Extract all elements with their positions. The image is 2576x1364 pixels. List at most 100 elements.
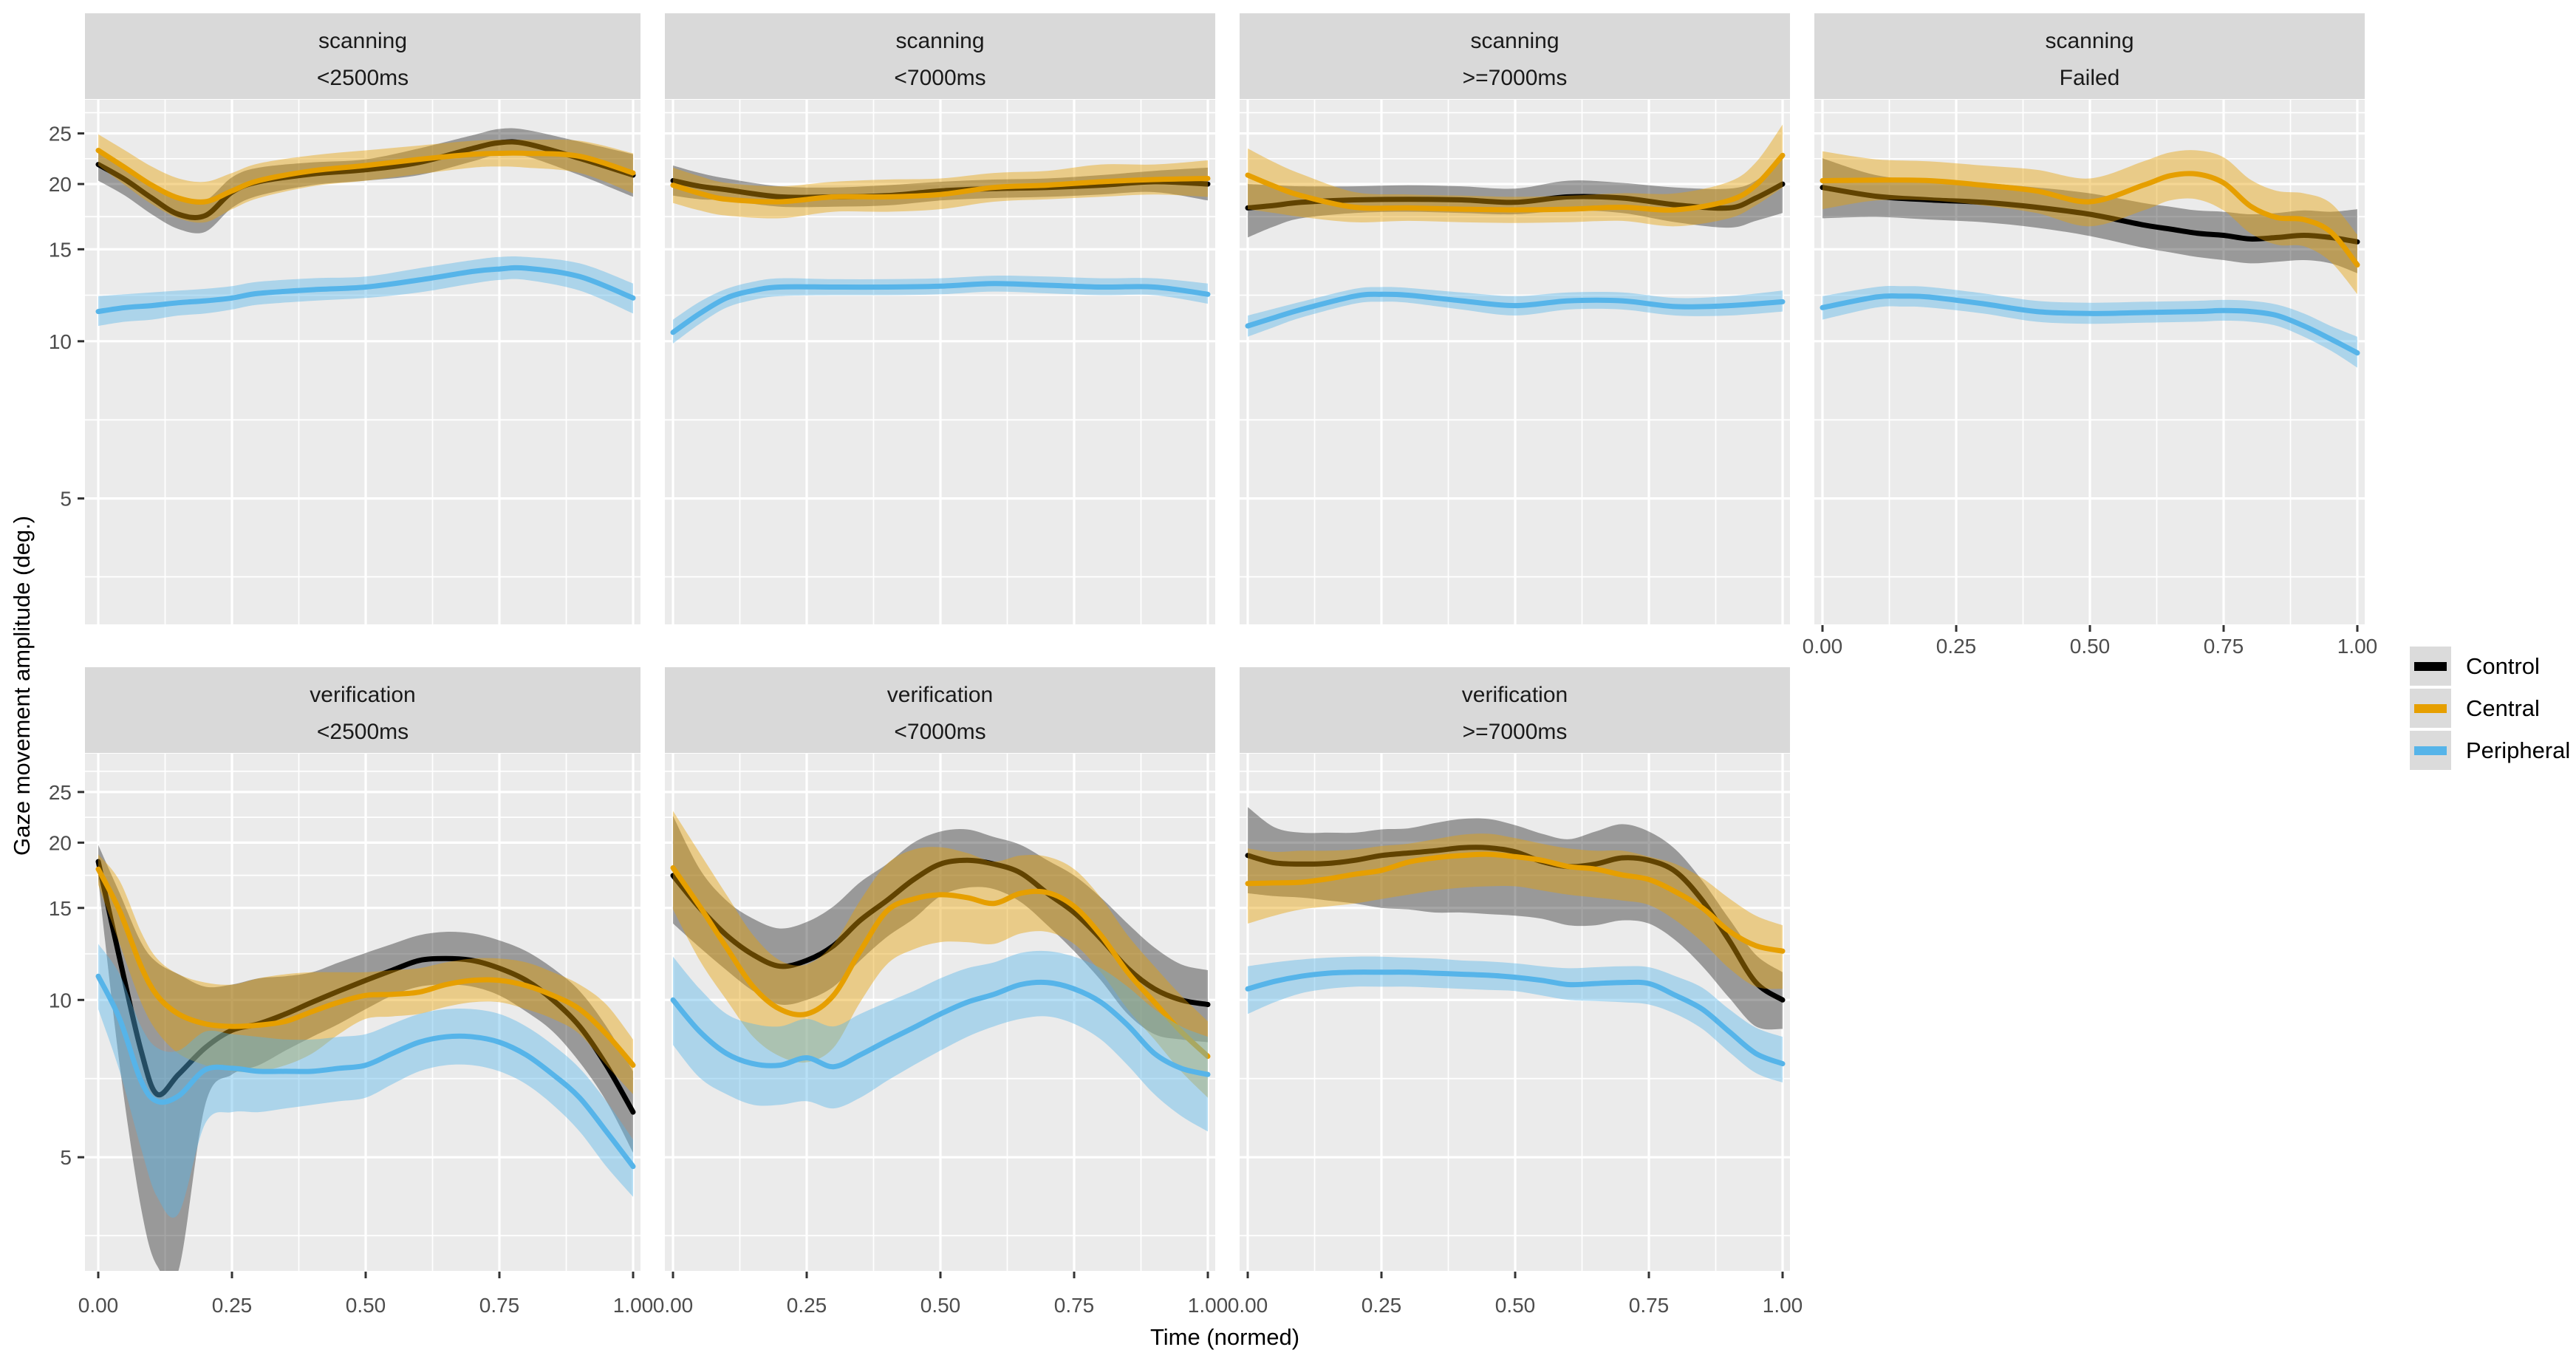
peripheral-line [95, 265, 636, 315]
central-ribbon [673, 160, 1208, 219]
legend-key [2410, 647, 2451, 686]
gridlines [1814, 100, 2365, 624]
control-line [1245, 845, 1786, 1003]
strip-label: >=7000ms [1463, 720, 1568, 744]
control-line [1820, 185, 2360, 245]
x-tick-label: 1.00 [613, 1294, 654, 1317]
panel-scanning-Failed: scanning Failed [1814, 13, 2365, 624]
central-ribbon [1822, 150, 2357, 295]
central-line [670, 176, 1211, 205]
x-tick-label: 0.25 [212, 1294, 253, 1317]
peripheral-line [670, 281, 1211, 335]
control-swatch [2414, 661, 2447, 671]
gridlines [1240, 754, 1790, 1271]
x-tick-label: 0.25 [1936, 635, 1977, 658]
x-tick-label: 1.00 [2337, 635, 2378, 658]
y-tick-label: 25 [49, 123, 72, 146]
gridlines [85, 754, 640, 1271]
y-tick-label: 25 [49, 781, 72, 804]
gridlines [85, 100, 640, 624]
peripheral-ribbon [98, 944, 633, 1218]
legend-key [2410, 731, 2451, 770]
peripheral-ribbon [98, 256, 633, 327]
legend-entry-central: Central [2410, 689, 2540, 728]
panel-verification->=7000ms: verification >=7000ms [1240, 667, 1790, 1271]
x-tick-label: 0.50 [2070, 635, 2111, 658]
x-tick-label: 0.75 [479, 1294, 520, 1317]
facet-strip [1814, 13, 2365, 99]
control-line [95, 139, 636, 220]
strip-label: verification [310, 683, 415, 707]
strip-label: scanning [318, 29, 407, 53]
x-tick-label: 0.50 [1495, 1294, 1536, 1317]
x-tick-label: 0.00 [1803, 635, 1843, 658]
facet-strip [1240, 13, 1790, 99]
x-axis-title: Time (normed) [1149, 1324, 1300, 1350]
control-ribbon [98, 845, 633, 1271]
peripheral-line [670, 979, 1211, 1077]
strip-label: Failed [2060, 66, 2120, 90]
x-tick-label: 0.75 [1054, 1294, 1095, 1317]
legend-label: Control [2466, 652, 2540, 679]
strip-label: scanning [895, 29, 984, 53]
strip-label: verification [887, 683, 993, 707]
central-ribbon [673, 811, 1208, 1098]
y-tick-label: 10 [49, 989, 72, 1012]
peripheral-line [1245, 291, 1786, 329]
control-line [670, 178, 1211, 200]
facet-strip [85, 13, 640, 99]
control-line [1245, 181, 1786, 211]
x-tick-label: 0.00 [78, 1294, 119, 1317]
axes: 0.00 0.25 0.50 0.75 1.00 0.00 0.25 0.50 0.75 1.00… [49, 123, 2377, 1317]
central-ribbon [98, 854, 633, 1094]
legend-entry-peripheral: Peripheral [2410, 731, 2570, 770]
x-tick-label: 0.75 [1629, 1294, 1670, 1317]
central-line [670, 865, 1211, 1060]
central-ribbon [1248, 124, 1783, 227]
panel-verification-<7000ms: verification <7000ms [665, 667, 1215, 1271]
strip-label: >=7000ms [1463, 66, 1568, 90]
y-tick-label: 5 [60, 488, 72, 511]
x-tick-label: 0.75 [2204, 635, 2244, 658]
y-tick-label: 20 [49, 831, 72, 854]
peripheral-line [95, 973, 636, 1170]
strip-label: <2500ms [317, 720, 409, 744]
strip-label: verification [1462, 683, 1568, 707]
x-tick-label: 0.25 [787, 1294, 827, 1317]
facet-strip [665, 667, 1215, 753]
x-tick-label: 0.50 [920, 1294, 961, 1317]
central-swatch [2414, 703, 2447, 713]
strip-label: scanning [1470, 29, 1559, 53]
strip-label: <7000ms [894, 720, 985, 744]
y-tick-label: 15 [49, 897, 72, 920]
panel-scanning-<2500ms: scanning <2500ms [85, 13, 640, 624]
central-line [1820, 171, 2360, 267]
facet-strip [665, 13, 1215, 99]
y-tick-label: 20 [49, 173, 72, 196]
peripheral-line [1820, 293, 2360, 356]
x-tick-label: 0.50 [346, 1294, 386, 1317]
legend-entry-control: Control [2410, 647, 2540, 686]
x-tick-label: 1.00 [1188, 1294, 1229, 1317]
facet-strip [1240, 667, 1790, 753]
central-line [95, 866, 636, 1068]
control-ribbon [98, 128, 633, 233]
y-tick-label: 15 [49, 238, 72, 261]
y-tick-label: 10 [49, 330, 72, 353]
peripheral-swatch [2414, 746, 2447, 755]
x-tick-label: 0.25 [1362, 1294, 1402, 1317]
peripheral-ribbon [1248, 287, 1783, 337]
y-axis-title: Gaze movement amplitude (deg.) [9, 515, 35, 856]
peripheral-ribbon [1248, 956, 1783, 1082]
gridlines [1240, 100, 1790, 624]
legend-label: Central [2466, 695, 2540, 721]
legend-key [2410, 689, 2451, 728]
x-tick-label: 1.00 [1763, 1294, 1803, 1317]
peripheral-ribbon [1822, 286, 2357, 368]
strip-label: scanning [2045, 29, 2133, 53]
y-tick-label: 5 [60, 1146, 72, 1169]
central-line [1245, 152, 1786, 213]
panel-scanning->=7000ms: scanning >=7000ms [1240, 13, 1790, 624]
control-ribbon [1248, 157, 1783, 238]
